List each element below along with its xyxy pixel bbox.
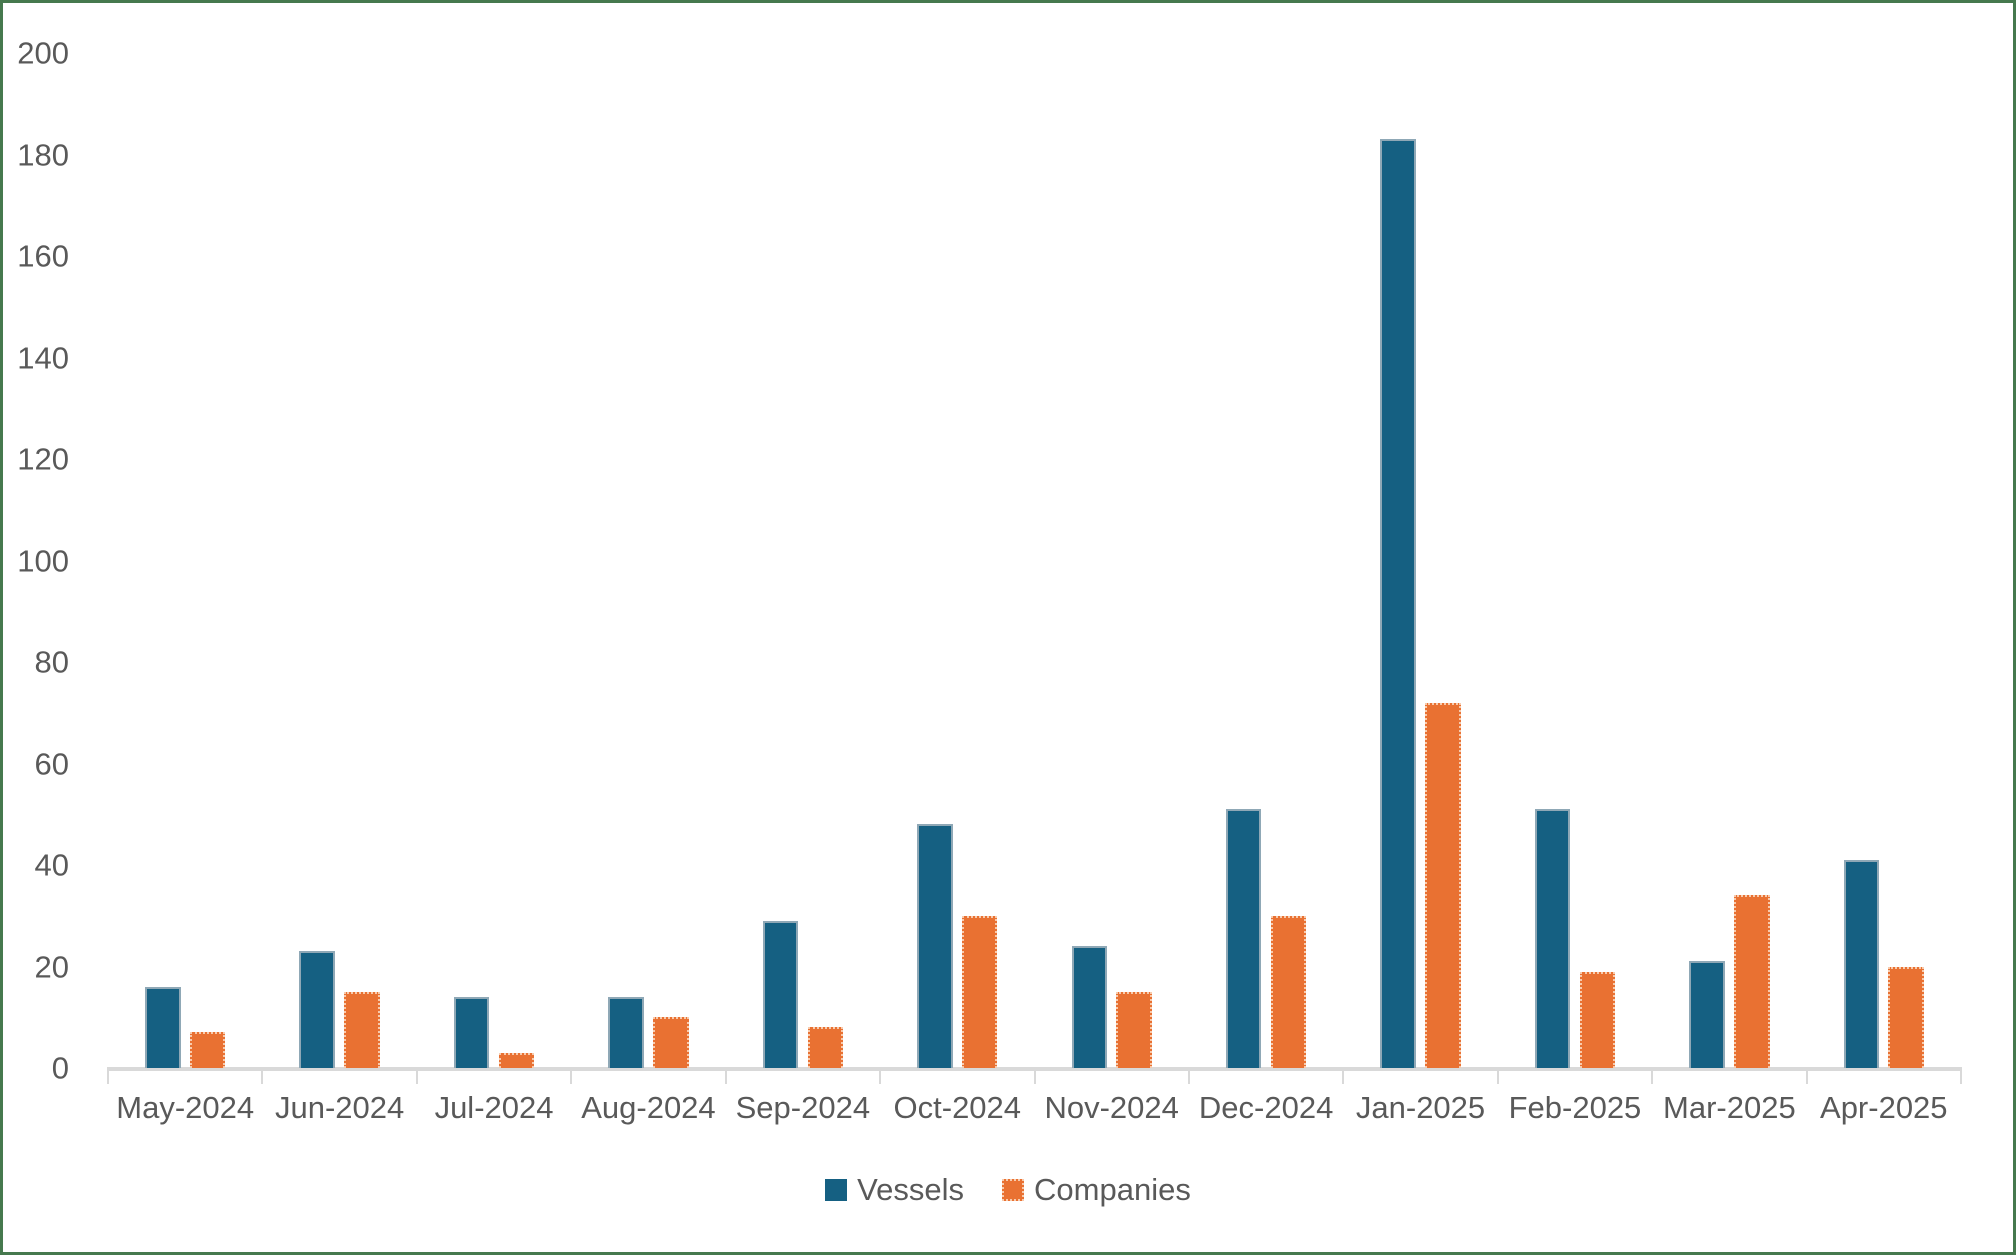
bar-companies-Jun-2024 <box>344 991 380 1068</box>
x-category-label: Aug-2024 <box>581 1090 716 1125</box>
legend-item-vessels: Vessels <box>825 1172 964 1208</box>
y-tick-label: 20 <box>34 949 69 984</box>
x-axis-tick <box>107 1067 109 1084</box>
bar-companies-Jul-2024 <box>498 1052 535 1068</box>
x-category-label: Sep-2024 <box>735 1090 871 1125</box>
legend-label: Vessels <box>857 1172 965 1207</box>
bar-vessels-Jul-2024 <box>453 996 490 1068</box>
x-axis-tick <box>1496 1067 1499 1084</box>
y-tick-label: 200 <box>17 35 69 71</box>
bar-companies-Dec-2024 <box>1270 915 1307 1068</box>
x-category-label: Jun-2024 <box>274 1090 405 1125</box>
x-axis-tick <box>1033 1067 1036 1084</box>
plot-area <box>108 53 1961 1068</box>
x-axis-tick <box>1187 1067 1190 1084</box>
y-tick-label: 160 <box>17 238 69 274</box>
bar-vessels-Feb-2025 <box>1534 809 1571 1068</box>
x-category-label: Dec-2024 <box>1198 1090 1334 1125</box>
bar-companies-Oct-2024 <box>961 915 998 1068</box>
x-axis-tick <box>1960 1067 1962 1084</box>
bar-vessels-Sep-2024 <box>762 920 799 1068</box>
bar-vessels-Aug-2024 <box>608 996 644 1068</box>
legend-label: Companies <box>1034 1172 1191 1207</box>
y-tick-label: 120 <box>17 441 69 477</box>
x-axis-tick <box>1651 1067 1654 1084</box>
bar-companies-Sep-2024 <box>807 1027 844 1068</box>
bar-vessels-Oct-2024 <box>917 824 953 1068</box>
legend: Vessels Companies <box>3 1167 2013 1213</box>
legend-swatch-vessels <box>825 1179 848 1201</box>
x-axis-tick <box>415 1067 418 1084</box>
x-category-label: Apr-2025 <box>1820 1090 1948 1125</box>
x-category-label: Feb-2025 <box>1508 1090 1642 1125</box>
x-category-label: Jul-2024 <box>434 1090 554 1125</box>
y-tick-label: 40 <box>34 847 69 883</box>
y-tick-label: 60 <box>34 746 69 781</box>
x-axis-tick <box>261 1067 264 1084</box>
legend-swatch-companies <box>1002 1179 1025 1201</box>
x-category-label: Mar-2025 <box>1663 1090 1796 1125</box>
bar-companies-May-2024 <box>189 1032 226 1068</box>
y-tick-label: 100 <box>17 543 69 578</box>
y-tick-label: 140 <box>17 340 69 375</box>
bar-companies-Jan-2025 <box>1425 702 1461 1068</box>
x-axis-tick <box>570 1067 573 1084</box>
x-axis-tick <box>1342 1067 1345 1084</box>
bar-companies-Nov-2024 <box>1116 991 1152 1068</box>
bar-companies-Apr-2025 <box>1888 966 1924 1068</box>
y-tick-label: 180 <box>17 137 69 172</box>
y-tick-label: 80 <box>34 644 69 680</box>
x-axis-tick <box>879 1067 882 1084</box>
x-axis-tick <box>1805 1067 1808 1084</box>
x-category-label: Jan-2025 <box>1355 1090 1486 1125</box>
bar-companies-Feb-2025 <box>1579 971 1616 1068</box>
bar-vessels-May-2024 <box>145 986 181 1068</box>
bar-vessels-Dec-2024 <box>1225 809 1262 1068</box>
y-tick-label: 0 <box>51 1050 69 1086</box>
bar-vessels-Nov-2024 <box>1071 946 1108 1068</box>
x-category-label: Oct-2024 <box>893 1090 1022 1125</box>
legend-item-companies: Companies <box>1002 1172 1191 1208</box>
bar-companies-Mar-2025 <box>1734 895 1770 1068</box>
bar-companies-Aug-2024 <box>653 1017 689 1068</box>
x-axis-tick <box>724 1067 727 1084</box>
bar-vessels-Jan-2025 <box>1380 139 1416 1068</box>
bar-vessels-Jun-2024 <box>299 951 335 1068</box>
bar-vessels-Mar-2025 <box>1689 961 1725 1068</box>
bar-vessels-Apr-2025 <box>1843 859 1880 1068</box>
x-category-label: May-2024 <box>116 1090 255 1125</box>
x-category-label: Nov-2024 <box>1044 1090 1179 1125</box>
